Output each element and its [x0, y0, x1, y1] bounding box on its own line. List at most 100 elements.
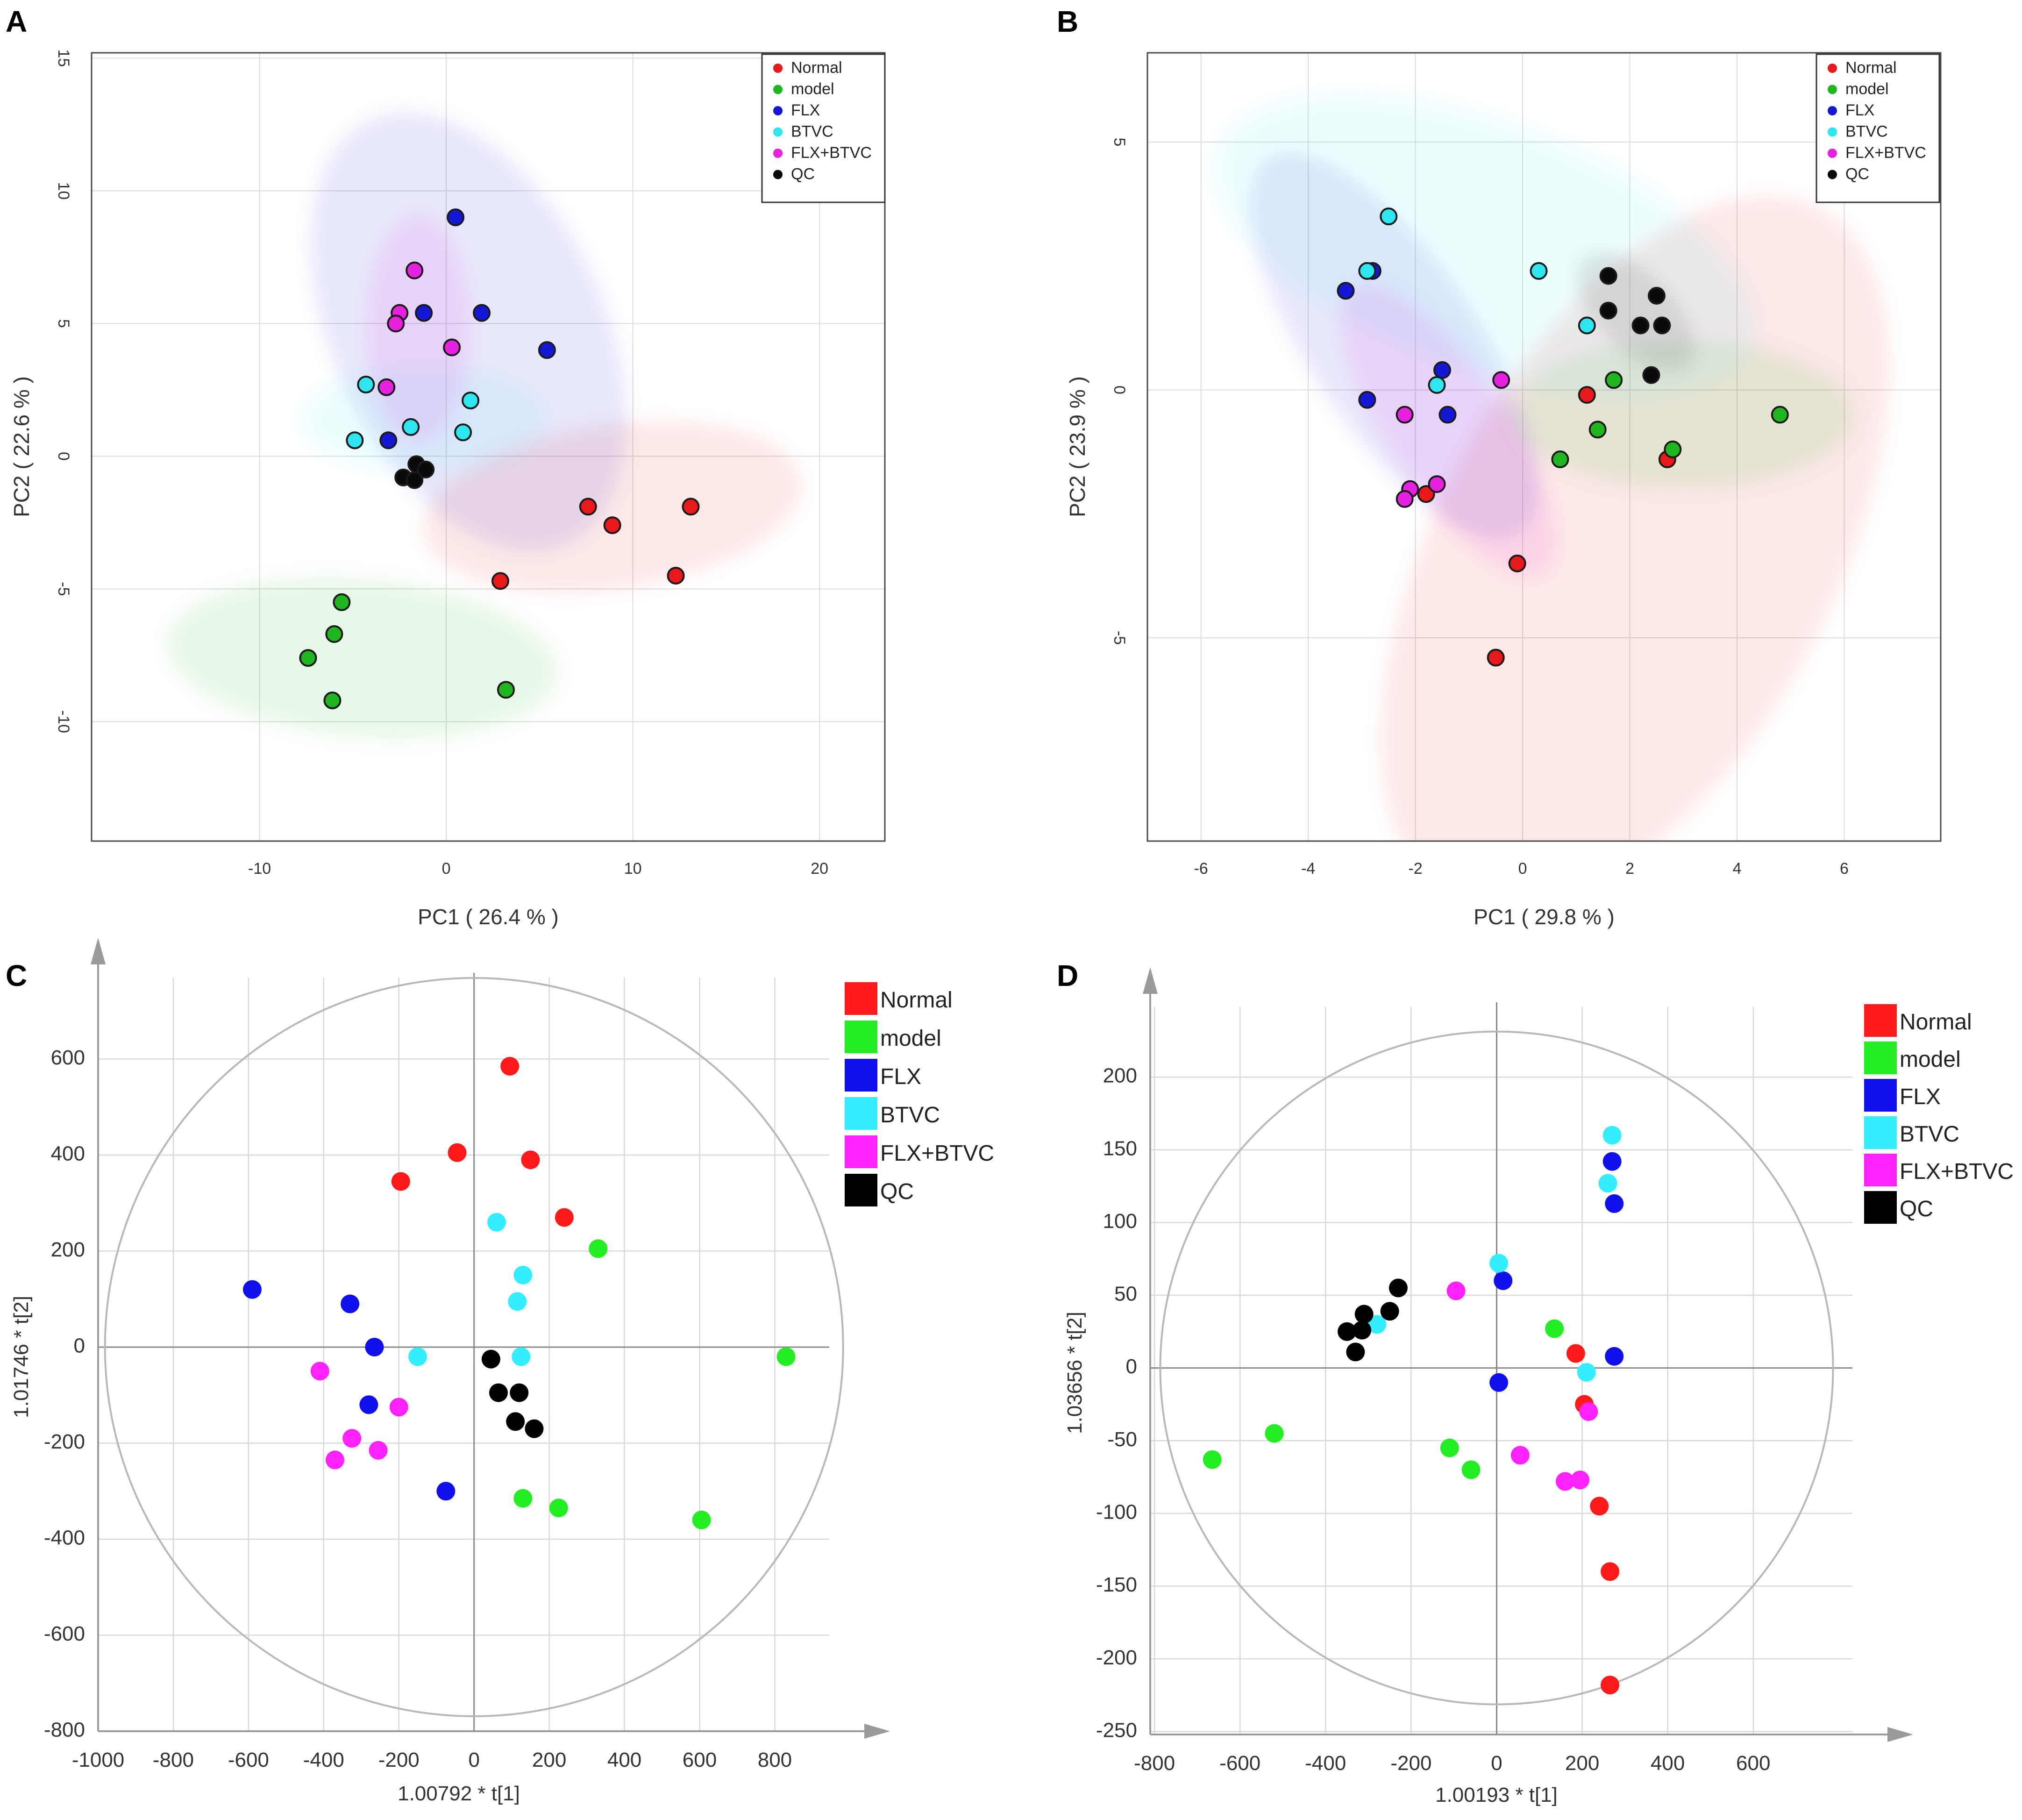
y-axis-title: 1.01746 * t[2]: [10, 1296, 33, 1418]
legend-marker-flx: [1828, 106, 1837, 115]
point-model: [1440, 1438, 1459, 1457]
y-tick-label: -200: [1096, 1646, 1137, 1669]
legend-box: [761, 53, 886, 203]
point-model: [1203, 1450, 1222, 1469]
point-flx-plus-btvc: [1555, 1472, 1574, 1491]
data-points: [242, 1056, 796, 1529]
point-qc: [481, 1349, 500, 1369]
legend-label-flx: FLX: [791, 101, 820, 119]
point-btvc: [346, 431, 364, 450]
point-flx-plus-btvc: [369, 1441, 388, 1460]
y-tick-label: -5: [1111, 631, 1128, 645]
point-qc: [1346, 1342, 1365, 1362]
legend-swatch-qc: [845, 1174, 877, 1206]
legend-swatch-model: [1864, 1042, 1897, 1074]
x-axis-arrow: [864, 1724, 890, 1739]
x-tick-label: -6: [1194, 860, 1208, 878]
point-qc: [1380, 1302, 1399, 1321]
point-normal: [1601, 1562, 1620, 1581]
point-flx: [473, 304, 491, 322]
y-tick-label: 400: [51, 1142, 85, 1165]
point-btvc: [513, 1265, 533, 1285]
point-normal: [391, 1172, 410, 1191]
point-btvc: [1602, 1126, 1622, 1145]
point-qc: [1647, 286, 1666, 305]
y-tick-label: 0: [74, 1335, 85, 1357]
y-tick-label: 10: [55, 182, 72, 200]
x-tick-label: 0: [468, 1749, 479, 1771]
x-tick-label: -800: [153, 1749, 194, 1771]
point-flx: [1494, 1271, 1513, 1290]
point-normal: [1487, 649, 1505, 667]
panel-d-score-plot: -800 -600 -400 -200 0 200 400 600 -250 -200 -150 -1…: [1063, 967, 2014, 1806]
point-flx: [242, 1280, 262, 1299]
y-tick-label: -10: [55, 710, 72, 733]
legend-marker-normal: [1828, 64, 1837, 73]
point-flx: [415, 304, 433, 322]
legend-label-model: model: [1900, 1047, 1961, 1072]
point-btvc: [408, 1347, 427, 1366]
x-tick-label: -4: [1301, 860, 1315, 878]
legend-label-flx-plus-btvc: FLX+BTVC: [1900, 1159, 2014, 1184]
point-normal: [1566, 1344, 1585, 1363]
point-model: [1545, 1319, 1564, 1338]
legend-swatch-flx: [1864, 1079, 1897, 1112]
x-tick-label: -600: [1219, 1752, 1260, 1775]
point-btvc: [357, 376, 375, 394]
point-normal: [603, 516, 621, 535]
point-model: [1265, 1424, 1284, 1443]
point-normal: [448, 1143, 467, 1162]
y-tick-label: -800: [44, 1719, 85, 1741]
data-points: [1337, 207, 1789, 667]
x-tick-label: -200: [378, 1749, 420, 1771]
legend-label-model: model: [791, 80, 834, 98]
legend-marker-qc: [1828, 170, 1837, 179]
panel-letter-a: A: [6, 5, 27, 38]
point-qc: [1631, 316, 1650, 335]
point-qc: [510, 1383, 529, 1402]
point-btvc: [454, 423, 472, 442]
legend-label-model: model: [1845, 80, 1889, 98]
point-normal: [1578, 386, 1596, 404]
point-normal: [521, 1150, 540, 1170]
legend-marker-model: [1828, 85, 1837, 94]
legend: Normal model FLX BTVC FLX+BTVC QC: [1816, 53, 1940, 203]
point-flx-plus-btvc: [1510, 1446, 1530, 1465]
point-flx-plus-btvc: [1428, 475, 1446, 493]
point-normal: [1590, 1497, 1609, 1516]
point-flx-plus-btvc: [1571, 1470, 1590, 1490]
point-qc: [1599, 301, 1617, 320]
y-axis-arrow: [91, 938, 106, 964]
point-normal: [579, 498, 597, 516]
point-model: [1551, 450, 1569, 469]
legend-marker-flx: [773, 106, 783, 115]
point-qc: [1354, 1305, 1374, 1324]
legend-label-qc: QC: [791, 165, 815, 183]
x-tick-label: 400: [1651, 1752, 1685, 1775]
point-flx: [1602, 1152, 1622, 1171]
x-axis-arrow: [1887, 1727, 1913, 1742]
point-btvc: [1358, 262, 1376, 280]
data-points: [299, 208, 700, 709]
point-qc: [406, 471, 424, 489]
y-tick-label: -400: [44, 1527, 85, 1549]
point-btvc: [402, 418, 420, 436]
point-flx-plus-btvc: [406, 261, 424, 279]
point-qc: [1353, 1320, 1372, 1340]
x-axis-title: 1.00193 * t[1]: [1435, 1784, 1558, 1806]
legend-swatch-normal: [845, 982, 877, 1015]
point-btvc: [1367, 1315, 1387, 1334]
point-flx: [1433, 361, 1452, 379]
y-tick-label: 50: [1114, 1283, 1137, 1306]
y-axis-title: PC2 ( 22.6 % ): [9, 376, 34, 517]
point-flx-plus-btvc: [387, 314, 405, 333]
point-qc: [417, 460, 435, 478]
legend-swatch-normal: [1864, 1004, 1897, 1037]
point-model: [692, 1510, 711, 1529]
legend-label-flx-plus-btvc: FLX+BTVC: [880, 1141, 994, 1166]
point-flx: [379, 431, 398, 450]
point-flx: [1605, 1347, 1624, 1366]
point-model: [497, 681, 515, 699]
panel-letter-c: C: [6, 959, 27, 992]
